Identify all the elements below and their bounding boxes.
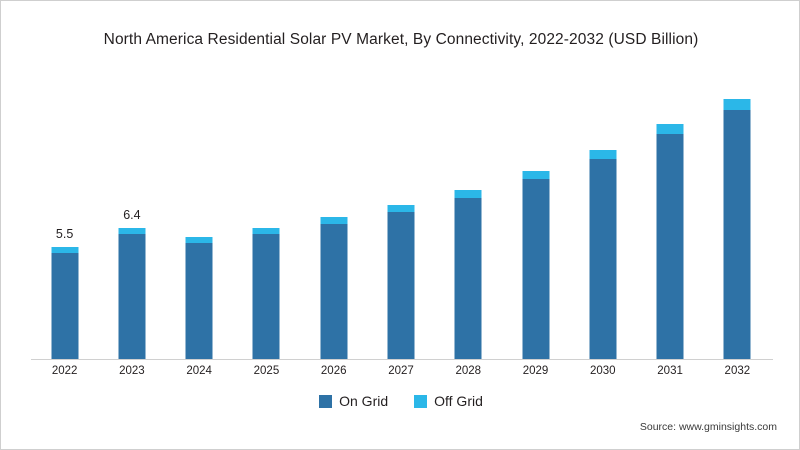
legend-item-off-grid: Off Grid <box>414 393 483 409</box>
source-note: Source: www.gminsights.com <box>639 421 777 433</box>
bar-stack[interactable] <box>387 204 415 359</box>
x-axis-tick-label: 2031 <box>657 365 683 377</box>
bar-segment-off-grid[interactable] <box>320 217 348 225</box>
legend-swatch-on-grid <box>319 394 333 408</box>
bar-slot <box>233 63 300 359</box>
bar-segment-off-grid[interactable] <box>252 228 280 235</box>
bar-segment-on-grid[interactable] <box>723 109 751 359</box>
legend-swatch-off-grid <box>414 394 428 408</box>
bar-value-label: 5.5 <box>55 226 74 241</box>
bar-segment-off-grid[interactable] <box>656 124 684 135</box>
bar-slot: 5.5 <box>31 63 98 359</box>
bar-stack[interactable]: 6.4 <box>118 208 146 359</box>
bar-stack[interactable] <box>185 236 213 359</box>
bar-stack[interactable] <box>589 149 617 359</box>
bar-slot <box>435 63 502 359</box>
legend-label-off-grid: Off Grid <box>434 393 483 409</box>
x-axis-tick-label: 2029 <box>522 365 549 377</box>
x-axis-tick-label: 2022 <box>51 365 78 377</box>
x-axis-tick-label: 2030 <box>590 365 616 377</box>
bar-segment-on-grid[interactable] <box>118 234 146 359</box>
legend: On Grid Off Grid <box>1 393 800 409</box>
bar-segment-on-grid[interactable] <box>51 252 79 359</box>
x-axis-tick-label: 2027 <box>388 365 414 377</box>
x-axis-tick-label: 2032 <box>724 365 751 377</box>
x-axis-tick-label: 2026 <box>320 365 347 377</box>
bar-stack[interactable] <box>656 124 684 359</box>
bar-segment-on-grid[interactable] <box>454 197 482 359</box>
x-axis-tick-label: 2028 <box>455 365 482 377</box>
bar-slot <box>502 63 569 359</box>
bar-slot <box>367 63 434 359</box>
bar-segment-on-grid[interactable] <box>252 234 280 359</box>
bar-stack[interactable] <box>320 217 348 359</box>
bar-value-label: 6.4 <box>123 208 141 223</box>
x-axis-line <box>31 359 773 360</box>
bar-segment-off-grid[interactable] <box>522 171 550 180</box>
bar-segment-on-grid[interactable] <box>185 242 213 359</box>
bar-segment-on-grid[interactable] <box>387 212 415 359</box>
bar-segment-on-grid[interactable] <box>522 179 550 359</box>
x-axis-tick-label: 2023 <box>119 365 145 377</box>
bar-slot <box>569 63 636 359</box>
bar-segment-off-grid[interactable] <box>589 149 617 159</box>
x-axis-tick-label: 2025 <box>253 365 280 377</box>
bar-slot <box>636 63 703 359</box>
bar-slot: 6.4 <box>98 63 165 359</box>
bar-segment-off-grid[interactable] <box>387 204 415 213</box>
bar-stack[interactable] <box>252 228 280 359</box>
page-title: North America Residential Solar PV Marke… <box>103 31 699 48</box>
plot-area: 5.5 6.4 <box>31 63 771 359</box>
bar-segment-on-grid[interactable] <box>656 134 684 359</box>
bar-segment-off-grid[interactable] <box>51 246 79 253</box>
bar-stack[interactable]: 5.5 <box>51 227 79 359</box>
bar-slot <box>300 63 367 359</box>
bar-stack[interactable] <box>723 98 751 359</box>
bar-segment-off-grid[interactable] <box>454 189 482 198</box>
legend-label-on-grid: On Grid <box>339 393 389 409</box>
bar-segment-off-grid[interactable] <box>185 236 213 243</box>
bar-segment-on-grid[interactable] <box>589 158 617 359</box>
bar-segment-off-grid[interactable] <box>723 98 751 110</box>
bar-slot <box>166 63 233 359</box>
bar-stack[interactable] <box>454 189 482 359</box>
bar-stack[interactable] <box>522 171 550 359</box>
legend-item-on-grid: On Grid <box>319 393 388 409</box>
x-axis-tick-label: 2024 <box>186 365 212 377</box>
bar-slot <box>704 63 771 359</box>
bar-segment-off-grid[interactable] <box>118 228 146 235</box>
bar-segment-on-grid[interactable] <box>320 224 348 359</box>
